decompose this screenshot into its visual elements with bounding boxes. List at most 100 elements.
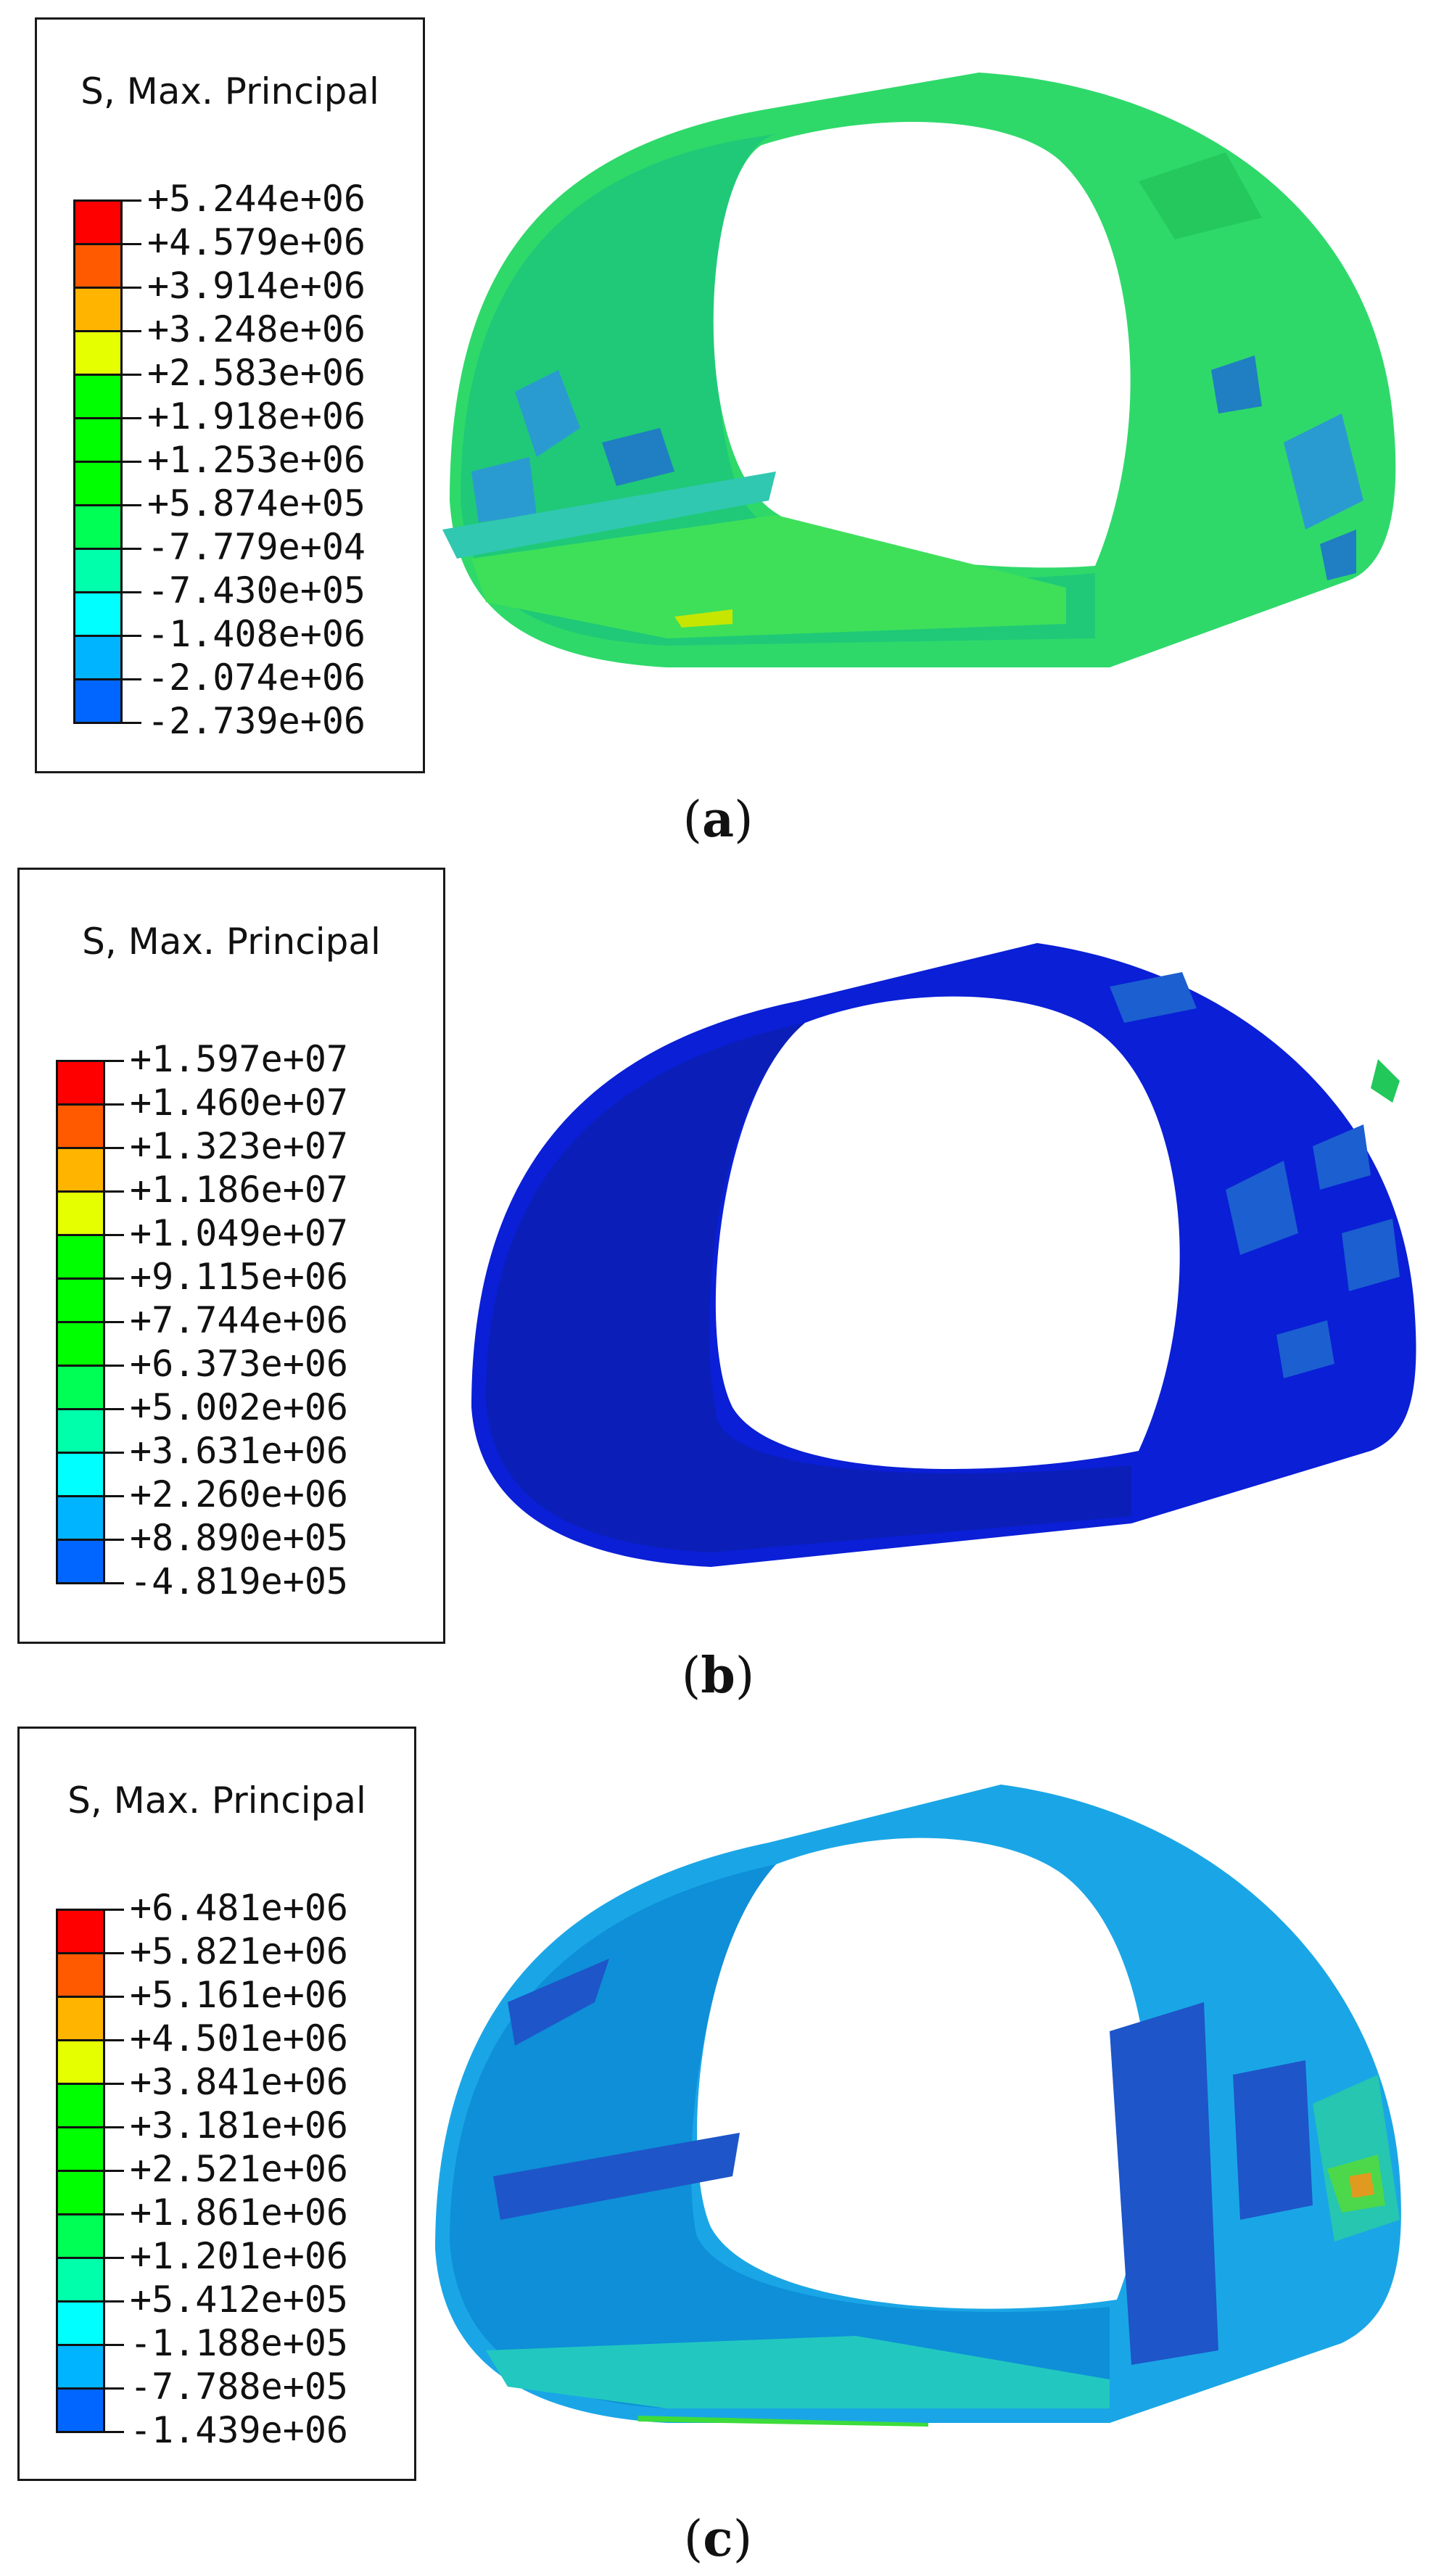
legend-value: +1.201e+06 xyxy=(130,2235,349,2277)
legend-swatch xyxy=(56,1952,105,1996)
legend-value: +3.248e+06 xyxy=(147,308,366,350)
legend-value: +1.460e+07 xyxy=(130,1082,349,1124)
legend-swatch xyxy=(56,1408,105,1452)
legend-row: -1.188e+05 xyxy=(20,2325,414,2387)
legend-swatch xyxy=(73,243,123,287)
legend-tick xyxy=(123,287,141,289)
legend-row: +1.253e+06 xyxy=(37,442,423,504)
stress-patch xyxy=(442,472,776,559)
colorbar-bottom-edge xyxy=(56,2431,105,2433)
legend-tick xyxy=(105,1408,124,1410)
legend-swatch xyxy=(56,2170,105,2213)
legend-tick xyxy=(105,2039,124,2041)
legend-value: +3.914e+06 xyxy=(147,265,366,307)
legend-row: -1.408e+06 xyxy=(37,616,423,678)
legend-swatch xyxy=(56,1147,105,1190)
legend-c: S, Max. Principal +6.481e+06 +5.821e+06 +5… xyxy=(17,1727,416,2481)
legend-swatch xyxy=(56,1909,105,1952)
legend-row: +3.181e+06 xyxy=(20,2107,414,2170)
legend-swatch xyxy=(73,287,123,330)
legend-row: -2.739e+06 xyxy=(37,703,423,765)
legend-row: +2.521e+06 xyxy=(20,2151,414,2213)
legend-row: +2.260e+06 xyxy=(20,1476,443,1539)
legend-tick xyxy=(105,1996,124,1998)
legend-row: -1.439e+06 xyxy=(20,2412,414,2474)
legend-row: +3.841e+06 xyxy=(20,2064,414,2126)
legend-tick xyxy=(105,1365,124,1367)
legend-value: +3.631e+06 xyxy=(130,1430,349,1472)
legend-value: +1.049e+07 xyxy=(130,1212,349,1254)
colorbar-bottom-edge xyxy=(73,722,123,724)
legend-row: +3.248e+06 xyxy=(37,311,423,374)
legend-value: -2.074e+06 xyxy=(147,657,366,699)
legend-tick xyxy=(123,417,141,419)
legend-swatch xyxy=(73,635,123,678)
legend-value: +4.579e+06 xyxy=(147,221,366,263)
legend-value: +1.918e+06 xyxy=(147,395,366,437)
legend-swatch xyxy=(56,2257,105,2300)
stress-patch xyxy=(1371,1059,1400,1103)
legend-swatch xyxy=(56,1452,105,1495)
legend-tick xyxy=(123,722,141,724)
legend-tick xyxy=(105,1234,124,1236)
legend-tick xyxy=(105,2431,124,2433)
tunnel-inner-wall xyxy=(486,1023,1131,1552)
stress-patch xyxy=(515,370,580,457)
stress-patch xyxy=(1110,972,1197,1023)
legend-tick xyxy=(123,330,141,332)
legend-row: -7.788e+05 xyxy=(20,2369,414,2431)
legend-row: +3.631e+06 xyxy=(20,1433,443,1495)
legend-swatch xyxy=(73,504,123,548)
panel-b: S, Max. Principal +1.597e+07 +1.460e+07 +1… xyxy=(0,856,1436,1712)
stress-patch xyxy=(471,457,537,522)
legend-swatch xyxy=(56,2039,105,2083)
legend-tick xyxy=(105,1060,124,1062)
tunnel-model-b xyxy=(471,943,1416,1567)
legend-swatch xyxy=(73,374,123,417)
stress-patch xyxy=(674,609,733,627)
legend-value: +7.744e+06 xyxy=(130,1299,349,1341)
stress-patch xyxy=(493,2133,740,2220)
legend-tick xyxy=(105,2300,124,2303)
stress-patch xyxy=(1349,2173,1374,2198)
legend-tick xyxy=(123,504,141,506)
legend-swatch xyxy=(56,2300,105,2344)
legend-row: +1.918e+06 xyxy=(37,398,423,461)
legend-value: +1.323e+07 xyxy=(130,1125,349,1167)
legend-row: +5.874e+05 xyxy=(37,485,423,548)
legend-tick xyxy=(105,2126,124,2128)
colorbar-a: +5.244e+06 +4.579e+06 +3.914e+06 +3.248e+06… xyxy=(37,181,423,765)
colorbar-c: +6.481e+06 +5.821e+06 +5.161e+06 +4.501e+06… xyxy=(20,1890,414,2474)
legend-row: -7.430e+05 xyxy=(37,572,423,635)
legend-value: -2.739e+06 xyxy=(147,700,366,742)
legend-swatch xyxy=(56,1234,105,1277)
legend-tick xyxy=(123,199,141,202)
legend-swatch xyxy=(56,2213,105,2257)
legend-swatch xyxy=(56,1321,105,1365)
legend-tick xyxy=(123,678,141,680)
legend-value: -4.819e+05 xyxy=(130,1560,349,1602)
legend-swatch xyxy=(56,1060,105,1103)
stress-patch xyxy=(602,428,674,486)
legend-value: +8.890e+05 xyxy=(130,1517,349,1559)
caption-a: (a) xyxy=(682,791,754,849)
legend-row: +3.914e+06 xyxy=(37,268,423,330)
legend-row: +5.412e+05 xyxy=(20,2281,414,2344)
stress-patch xyxy=(1110,2002,1218,2365)
legend-value: -1.408e+06 xyxy=(147,613,366,655)
legend-swatch xyxy=(56,1103,105,1147)
legend-value: +4.501e+06 xyxy=(130,2017,349,2059)
legend-value: +6.481e+06 xyxy=(130,1887,349,1929)
legend-tick xyxy=(105,1321,124,1323)
legend-value: -7.788e+05 xyxy=(130,2366,349,2408)
stress-patch xyxy=(638,2416,928,2427)
legend-value: -1.439e+06 xyxy=(130,2409,349,2451)
legend-row: +5.002e+06 xyxy=(20,1389,443,1452)
legend-tick xyxy=(105,2213,124,2215)
stress-patch xyxy=(1313,1124,1371,1190)
legend-row: +5.821e+06 xyxy=(20,1933,414,1996)
legend-value: +6.373e+06 xyxy=(130,1343,349,1385)
legend-tick xyxy=(123,461,141,463)
legend-title: S, Max. Principal xyxy=(67,1779,366,1822)
legend-title: S, Max. Principal xyxy=(81,70,379,112)
